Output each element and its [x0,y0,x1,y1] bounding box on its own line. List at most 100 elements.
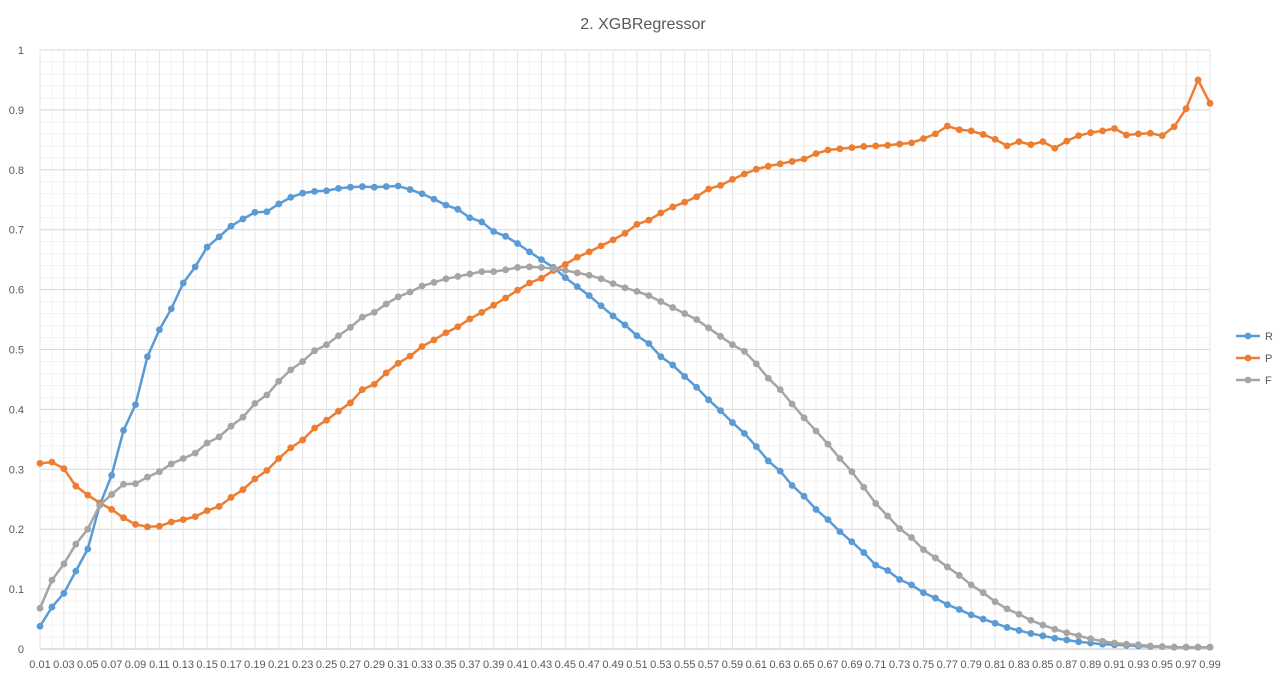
legend-item-p: P [1236,353,1272,365]
data-point-r [1075,638,1083,646]
data-point-f [621,284,629,292]
data-point-r [705,396,712,404]
data-point-r [490,228,498,235]
data-point-p [490,301,498,309]
data-point-f [179,455,187,462]
x-tick-label: 0.33 [411,659,432,671]
data-point-r [800,492,808,500]
x-tick-label: 0.95 [1152,659,1173,671]
data-point-r [48,603,56,611]
data-point-r [514,240,521,247]
x-tick-label: 0.69 [841,659,862,671]
data-point-r [920,589,927,597]
data-point-r [717,407,724,414]
data-point-r [848,538,856,546]
data-point-p [573,253,581,261]
data-point-f [430,279,438,286]
data-point-r [633,332,641,340]
data-point-r [872,561,880,569]
data-point-r [323,187,330,195]
data-point-p [717,181,724,189]
data-point-f [752,360,760,368]
data-point-r [1063,636,1071,644]
x-tick-label: 0.25 [316,659,337,671]
data-point-r [609,312,617,320]
data-point-f [490,268,498,276]
data-point-f [1182,643,1190,651]
data-point-r [991,619,999,627]
data-point-r [287,193,295,201]
data-point-p [1051,144,1059,152]
x-tick-label: 0.91 [1104,659,1125,671]
data-point-r [764,457,772,465]
data-point-p [430,336,438,344]
data-point-f [526,263,533,271]
data-point-r [263,208,271,216]
data-point-r [191,263,199,271]
data-point-r [466,214,474,222]
x-tick-label: 0.65 [793,659,814,671]
data-point-f [72,540,80,548]
legend: RPF [1236,331,1273,387]
data-point-f [299,358,307,365]
data-point-r [812,506,820,513]
x-tick-label: 0.21 [268,659,289,671]
data-point-f [705,324,712,332]
data-point-p [932,130,939,138]
y-tick-label: 0.9 [9,105,24,117]
data-point-f [836,455,844,462]
data-point-p [299,436,307,444]
legend-swatch-marker [1244,376,1252,384]
data-point-p [729,175,736,183]
legend-item-r: R [1236,331,1273,343]
legend-label: P [1265,353,1272,365]
data-point-p [1003,142,1011,150]
data-point-r [884,567,892,574]
data-point-p [800,155,808,163]
y-tick-label: 0.3 [9,464,24,476]
data-point-r [454,205,462,213]
chart-title: 2. XGBRegressor [580,16,706,33]
data-point-p [908,139,915,147]
y-tick-label: 0.8 [9,165,24,177]
data-point-f [1206,643,1214,651]
data-point-p [466,315,474,323]
data-point-r [394,182,402,190]
x-tick-label: 0.03 [53,659,74,671]
data-point-r [1027,630,1035,637]
data-point-f [311,347,318,355]
data-point-r [908,581,915,589]
data-point-f [454,273,462,280]
data-point-p [1123,131,1130,139]
x-tick-label: 0.07 [101,659,122,671]
series-f [36,263,1214,651]
data-point-r [144,353,151,361]
data-point-f [406,288,414,296]
data-point-r [382,183,390,190]
data-point-p [681,198,689,206]
x-tick-label: 0.37 [459,659,480,671]
x-tick-label: 0.43 [531,659,552,671]
data-point-f [120,480,127,488]
data-point-p [979,131,987,138]
data-point-f [1146,642,1154,650]
x-tick-label: 0.81 [984,659,1005,671]
x-tick-label: 0.17 [220,659,241,671]
data-point-p [1027,141,1035,149]
data-point-p [358,386,366,394]
data-point-p [478,308,486,316]
data-point-f [920,546,927,553]
y-axis-tick-labels: 0 0.1 0.2 0.3 0.4 0.5 0.6 0.7 0.8 0.9 1 [9,45,24,656]
data-point-r [788,482,796,489]
data-point-f [669,304,677,311]
data-point-f [1158,643,1166,651]
x-tick-label: 0.87 [1056,659,1077,671]
data-point-f [48,576,56,584]
data-point-f [167,460,175,468]
data-point-f [370,308,378,316]
x-tick-label: 0.45 [555,659,576,671]
data-point-r [120,426,127,434]
x-tick-label: 0.63 [769,659,790,671]
data-point-r [979,615,987,623]
